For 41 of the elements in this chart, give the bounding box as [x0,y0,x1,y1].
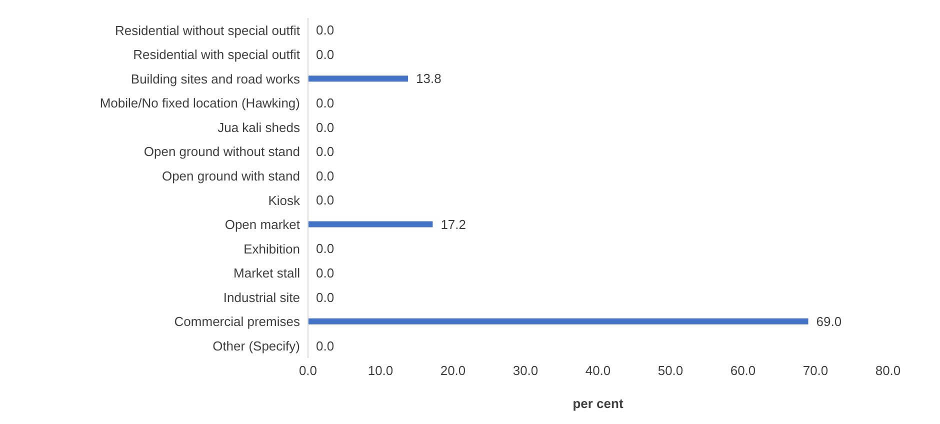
data-label: 0.0 [316,241,334,256]
y-tick-label: Open market [224,217,300,232]
x-tick-label: 70.0 [802,363,828,378]
data-label: 0.0 [316,168,334,184]
bar [308,221,433,228]
data-label: 0.0 [316,22,334,38]
data-label: 0.0 [316,266,334,280]
y-tick-label: Industrial site [223,290,300,305]
data-label: 0.0 [316,144,334,160]
x-tick-label: 0.0 [298,363,318,378]
y-tick-label: Open ground with stand [162,168,300,184]
bar [308,318,808,324]
y-tick-label: Exhibition [244,241,300,256]
data-label: 17.2 [440,216,466,232]
x-axis-title: per cent [572,396,624,411]
y-tick-label: Open ground without stand [144,144,300,160]
y-tick-label: Building sites and road works [130,71,300,86]
data-label: 0.0 [316,338,334,354]
data-label: 0.0 [316,192,334,208]
y-tick-label: Other (Specify) [212,338,300,354]
y-tick-label: Market stall [234,266,300,281]
x-tick-label: 10.0 [368,363,394,378]
x-tick-label: 60.0 [730,363,756,378]
data-label: 0.0 [316,46,334,62]
y-tick-label: Mobile/No fixed location (Hawking) [100,96,300,111]
data-label: 13.8 [416,71,442,86]
y-tick-label: Commercial premises [174,314,300,330]
x-tick-label: 50.0 [658,363,684,378]
y-tick-label: Kiosk [268,192,300,208]
data-label: 0.0 [316,120,334,135]
x-tick-label: 40.0 [585,363,611,378]
data-label: 0.0 [316,96,334,110]
x-tick-label: 80.0 [875,363,901,378]
x-tick-label: 30.0 [512,363,538,378]
bar [308,76,408,82]
y-tick-label: Jua kali sheds [218,120,300,135]
x-tick-label: 20.0 [440,363,466,378]
data-label: 69.0 [816,314,842,330]
y-tick-label: Residential with special outfit [133,47,300,62]
y-tick-label: Residential without special outfit [115,22,300,38]
data-label: 0.0 [316,290,334,305]
